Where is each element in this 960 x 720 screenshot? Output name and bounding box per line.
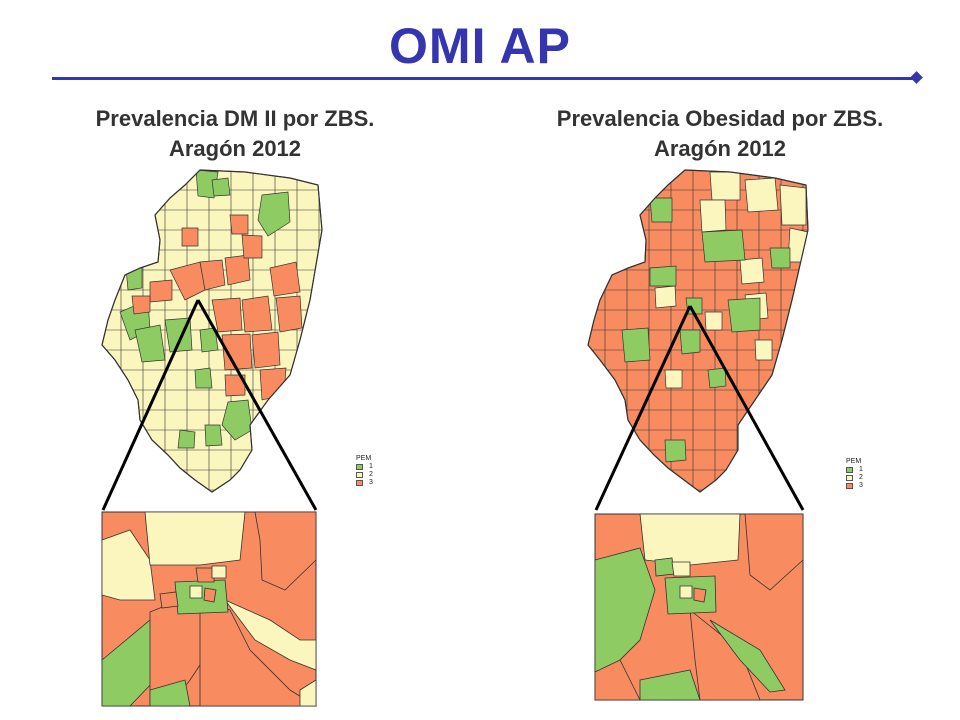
legend-label: 2 — [369, 471, 373, 478]
right-map-title-line1: Prevalencia Obesidad por ZBS. — [556, 106, 884, 131]
legend-item: 1 — [356, 463, 373, 471]
right-zoom-inset — [594, 513, 804, 701]
legend-swatch — [846, 467, 853, 473]
legend-item: 3 — [356, 479, 373, 487]
legend-label: 1 — [859, 466, 863, 473]
legend-item: 1 — [846, 466, 863, 474]
left-map-title-line2: Aragón 2012 — [168, 136, 302, 161]
left-map-title: Prevalencia DM II por ZBS. Aragón 2012 — [40, 104, 430, 164]
legend-label: 3 — [859, 482, 863, 489]
right-map-title-line2: Aragón 2012 — [653, 136, 787, 161]
left-aragon-map — [101, 169, 323, 493]
right-aragon-map — [587, 169, 809, 493]
legend-item: 2 — [356, 471, 373, 479]
legend-item: 2 — [846, 474, 863, 482]
legend-label: 1 — [369, 463, 373, 470]
legend-swatch — [356, 480, 363, 486]
left-zoom-inset — [101, 511, 318, 707]
legend-swatch — [356, 472, 363, 478]
legend-item: 3 — [846, 482, 863, 490]
legend-label: 3 — [369, 479, 373, 486]
slide-title: OMI AP — [389, 18, 571, 74]
left-zoom-connectors — [101, 299, 318, 511]
left-map-title-line1: Prevalencia DM II por ZBS. — [95, 106, 375, 131]
legend-swatch — [846, 475, 853, 481]
legend-swatch — [846, 483, 853, 489]
legend-swatch — [356, 464, 363, 470]
right-map-legend: PEM 1 2 3 — [846, 458, 863, 490]
legend-label: 2 — [859, 474, 863, 481]
legend-title: PEM — [356, 455, 372, 462]
title-underline — [52, 77, 918, 80]
right-zoom-connectors — [594, 305, 805, 511]
left-map-legend: PEM 1 2 3 — [356, 455, 373, 487]
legend-title: PEM — [846, 458, 862, 465]
right-map-title: Prevalencia Obesidad por ZBS. Aragón 201… — [500, 104, 940, 164]
